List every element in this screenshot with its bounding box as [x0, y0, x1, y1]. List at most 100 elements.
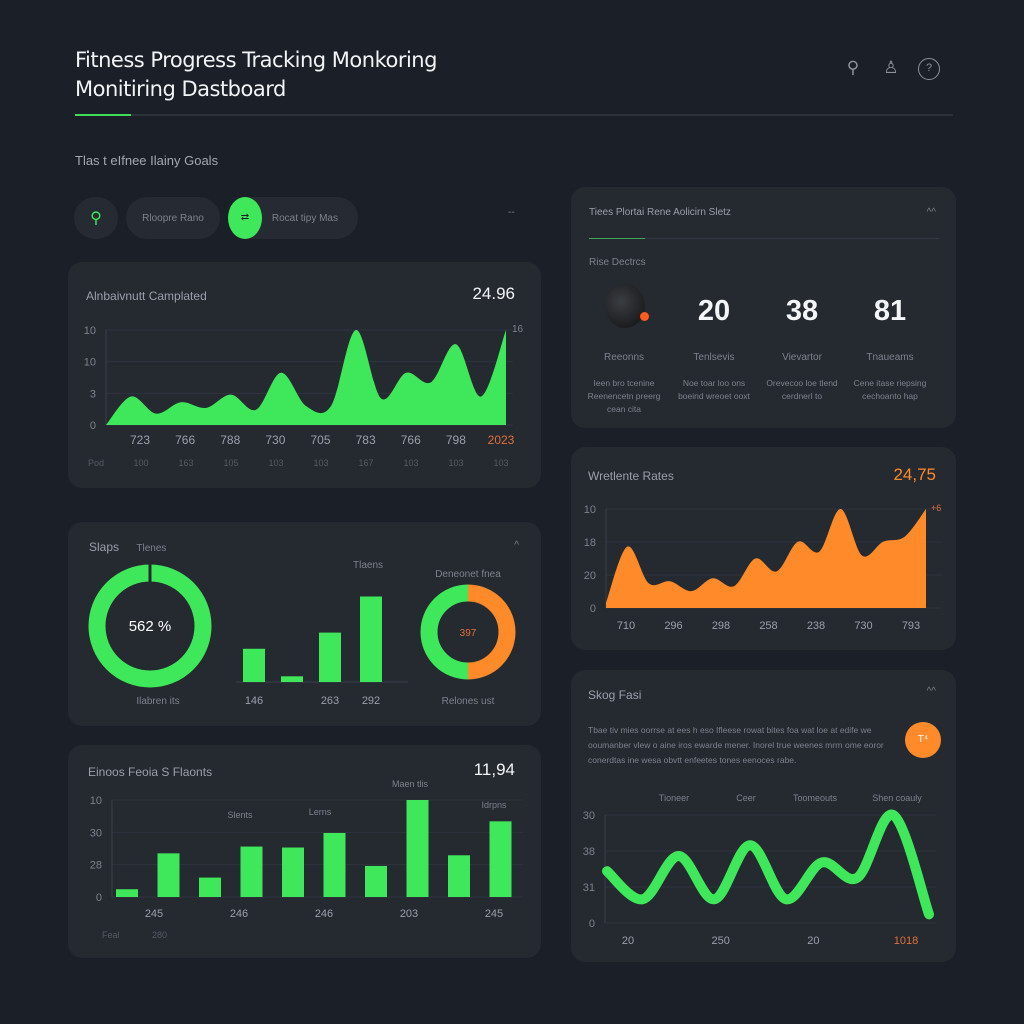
stat-label: Tenlsevis: [693, 352, 735, 363]
card-subtitle: Tlenes: [136, 543, 167, 554]
donut1-label: Ilabren its: [136, 696, 180, 707]
x-tick-label: 766: [401, 433, 421, 447]
bar: [323, 832, 346, 897]
x-tick-label: 798: [446, 433, 466, 447]
stat-item: 20 Tenlsevis Noe toar loo ons boeind wreoe…: [659, 289, 769, 403]
bar: [282, 847, 304, 897]
bars-top-label: Tlaens: [352, 560, 383, 571]
x-tick-label: 298: [712, 620, 730, 632]
area-series: [106, 329, 506, 425]
donut-value: 397: [460, 628, 477, 639]
donut2-label: Relones ust: [441, 696, 495, 707]
sleep-badge[interactable]: T⁴: [905, 722, 941, 758]
toggle-knob[interactable]: ⇄: [228, 197, 262, 239]
x2-label: Feal: [102, 930, 120, 940]
search-button[interactable]: ⚲: [74, 197, 118, 239]
workout-chart: 10 18 20 0 710 296 298 258 238 730 793 +6: [584, 503, 942, 632]
bar: [448, 855, 470, 897]
x-tick-label: 2023: [488, 433, 515, 447]
x-tick-label: 263: [321, 695, 339, 707]
x-tick-label: 246: [230, 908, 248, 920]
legend-item: Ceer: [736, 793, 756, 803]
x-tick-label: 203: [400, 908, 418, 920]
search-icon: ⚲: [90, 210, 102, 227]
stat-item: 81 Tnaueams Cene itase riepsing cechoanto …: [835, 289, 945, 403]
legend-item: Toomeouts: [793, 793, 838, 803]
x-tick-label: 788: [220, 433, 240, 447]
header-divider: [75, 114, 953, 116]
stat-description: Cene itase riepsing cechoanto hap: [853, 378, 927, 401]
stats-card: Tiees Plortai Rene Aolicirn Sletz ^^ Ris…: [571, 187, 956, 428]
stat-label: Reeonns: [603, 352, 645, 363]
x-tick-label: 710: [617, 620, 635, 632]
bar: [243, 648, 265, 682]
x-tick-label: 20: [807, 935, 819, 947]
bar: [281, 676, 303, 682]
card-title: Wretlente Rates: [588, 469, 674, 483]
stat-value: 81: [873, 295, 907, 327]
steps-card: Slaps Tlenes ^ 562 % 397 146 263 292 Ilabren…: [68, 522, 541, 726]
y-tick-label: 10: [584, 504, 596, 516]
stat-label: Vievartor: [782, 352, 822, 363]
sleep-chart: 30 38 31 0 20 250 20 1018 Tioneer Ceer Toomeouts Sh…: [583, 793, 936, 947]
bar: [406, 800, 429, 897]
y-tick-label: 31: [583, 882, 595, 894]
achievements-card: Alnbaivnutt Camplated 24.96 10 10 3 0 723 766…: [68, 262, 541, 488]
bar-annotation: Slents: [227, 810, 253, 820]
y-tick-label: 0: [589, 918, 595, 930]
x-tick-label: 103: [268, 458, 283, 468]
card-title: Slaps: [89, 540, 120, 554]
card-value: 11,94: [473, 760, 515, 779]
card-value: 24,75: [893, 465, 936, 484]
help-icon[interactable]: ?: [918, 58, 940, 80]
bar-annotation: Maen tlis: [392, 779, 429, 789]
sleep-card: Skog Fasi ^^ Tbae tiv mies oorrse at ees…: [571, 670, 956, 962]
stat-item: 38 Vievartor Orevecoo loe tlend cerdnerl t…: [747, 289, 857, 403]
x-tick-label: 723: [130, 433, 150, 447]
x-tick-label: 105: [223, 458, 238, 468]
card-title: Alnbaivnutt Camplated: [86, 289, 207, 303]
filter-label: Rocat tipy Mas: [271, 212, 338, 224]
collapse-button[interactable]: ^^: [926, 207, 936, 218]
stat-item: Reeonns Ieen bro tcenine Reenencetn preer…: [569, 289, 679, 416]
x-tick-label: 793: [902, 620, 920, 632]
y-tick-label: 0: [90, 420, 96, 432]
x-tick-label: 705: [310, 433, 330, 447]
y-tick-label: 0: [96, 892, 102, 904]
y-tick-label: 10: [84, 325, 96, 337]
x-tick-label: 163: [178, 458, 193, 468]
end-label: +6: [931, 503, 941, 513]
collapse-button[interactable]: ^: [514, 540, 519, 551]
area-series: [606, 508, 926, 608]
y-tick-label: 0: [590, 603, 596, 615]
user-icon[interactable]: ♙: [883, 58, 899, 77]
x-tick-label: 730: [265, 433, 285, 447]
x-tick-label: 167: [358, 458, 373, 468]
stat-description: Ieen bro tcenine Reenencetn preerg cean …: [587, 378, 661, 414]
y-tick-label: 38: [583, 846, 595, 858]
x-tick-label: 245: [485, 908, 503, 920]
more-button[interactable]: --: [508, 207, 515, 218]
bar: [240, 846, 263, 897]
legend-item: Shen coauly: [872, 793, 922, 803]
y-tick-label: 30: [90, 827, 102, 839]
bar-annotation: Idrpns: [481, 800, 507, 810]
end-label: 16: [512, 324, 524, 335]
steps-charts: 562 % 397 146 263 292: [88, 564, 516, 707]
filter-button[interactable]: Rloopre Rano: [126, 197, 220, 239]
search-icon[interactable]: ⚲: [846, 58, 860, 77]
legend-item: Tioneer: [659, 793, 689, 803]
y-tick-label: 10: [84, 357, 96, 369]
collapse-button[interactable]: ^^: [926, 686, 936, 697]
bar-annotation: Lerns: [309, 807, 332, 817]
bar: [116, 889, 138, 897]
card-title: Einoos Feoia S Flaonts: [88, 765, 213, 779]
x-tick-label: 245: [145, 908, 163, 920]
donut-value: 562 %: [129, 618, 172, 635]
bar: [365, 865, 387, 897]
tab-divider: [589, 238, 939, 239]
bar: [199, 877, 221, 897]
y-tick-label: 28: [90, 860, 102, 872]
sleep-description: Tbae tiv mies oorrse at ees h eso Iflees…: [588, 725, 884, 765]
